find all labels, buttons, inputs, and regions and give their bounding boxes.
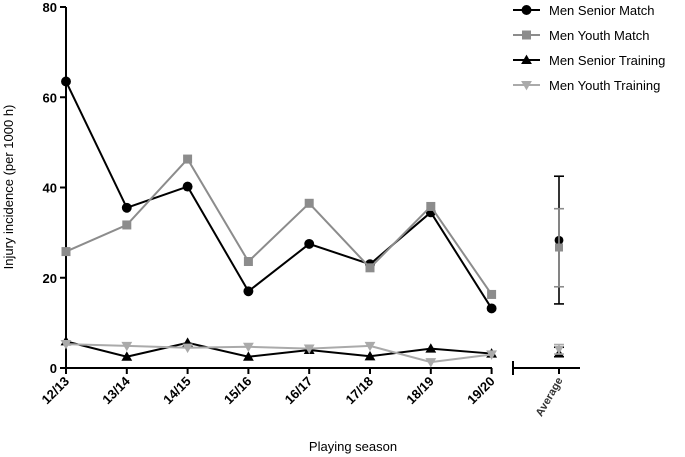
data-point <box>425 358 437 368</box>
data-point <box>364 341 376 352</box>
data-point <box>121 202 132 213</box>
average-tick-label: Average <box>534 376 566 419</box>
series-men-youth-match <box>61 154 497 299</box>
x-axis-title: Playing season <box>309 439 397 454</box>
legend-item: Men Youth Training <box>513 78 660 93</box>
series-line <box>65 81 493 309</box>
legend-item: Men Youth Match <box>513 28 649 43</box>
data-point <box>304 198 314 208</box>
series-line <box>65 343 492 364</box>
series-layer <box>60 76 497 368</box>
average-men-youth-match <box>554 207 564 288</box>
series-line <box>65 340 492 358</box>
data-point <box>121 341 133 352</box>
data-point <box>243 342 254 353</box>
x-tick-label: 13/14 <box>99 373 133 407</box>
series-line <box>65 157 493 296</box>
x-tick-label: 16/17 <box>282 374 316 408</box>
data-point <box>183 154 193 164</box>
x-ticks: 12/13 13/14 14/15 15/16 16/17 17/18 18/19 19/20… <box>39 368 566 419</box>
average-layer <box>554 175 564 358</box>
y-tick-label: 0 <box>50 361 57 376</box>
data-point <box>425 343 437 353</box>
legend-label: Men Senior Match <box>549 3 655 18</box>
y-tick-label: 60 <box>43 90 57 105</box>
y-tick-label: 80 <box>43 0 57 15</box>
legend-item: Men Senior Training <box>513 53 665 68</box>
series-men-senior-match <box>61 76 497 314</box>
y-tick-label: 20 <box>43 271 57 286</box>
legend-label: Men Youth Training <box>549 78 660 93</box>
legend-marker <box>521 5 532 15</box>
legend-marker <box>522 30 531 40</box>
average-men-youth-training <box>554 343 564 355</box>
data-point <box>243 351 254 361</box>
average-point <box>555 243 563 252</box>
legend-label: Men Senior Training <box>549 53 665 68</box>
y-ticks: 0 20 40 60 80 <box>43 0 66 376</box>
data-point <box>122 220 132 230</box>
x-tick-label: 17/18 <box>343 374 377 408</box>
y-axis-title: Injury incidence (per 1000 h) <box>1 105 16 270</box>
x-axis: 12/13 13/14 14/15 15/16 16/17 17/18 18/19 19/20… <box>39 361 580 419</box>
x-tick-label: 15/16 <box>221 374 255 408</box>
legend-label: Men Youth Match <box>549 28 649 43</box>
y-axis: 0 20 40 60 80 <box>43 0 67 376</box>
series-men-youth-training <box>60 340 497 368</box>
data-point <box>304 238 315 249</box>
data-point <box>121 351 133 361</box>
data-point <box>364 350 376 361</box>
legend-marker <box>521 80 532 91</box>
data-point <box>61 76 71 87</box>
data-point <box>487 289 497 299</box>
x-tick-label: 14/15 <box>160 374 194 408</box>
x-tick-label: 19/20 <box>464 374 498 408</box>
data-point <box>303 344 315 354</box>
data-point <box>365 263 375 273</box>
data-point <box>61 247 71 257</box>
x-tick-label: 18/19 <box>403 374 437 408</box>
data-point <box>486 350 497 360</box>
data-point <box>243 257 253 267</box>
data-point <box>182 181 193 192</box>
y-tick-label: 40 <box>43 181 57 196</box>
data-point <box>426 201 436 211</box>
x-tick-label: 12/13 <box>39 374 73 408</box>
data-point <box>486 303 497 314</box>
legend-item: Men Senior Match <box>513 3 655 18</box>
average-point <box>554 345 564 355</box>
legend: Men Senior Match Men Youth Match Men Senio… <box>513 3 665 93</box>
data-point <box>243 286 254 297</box>
data-point <box>182 343 193 354</box>
data-point <box>60 340 72 350</box>
legend-marker <box>521 54 532 65</box>
